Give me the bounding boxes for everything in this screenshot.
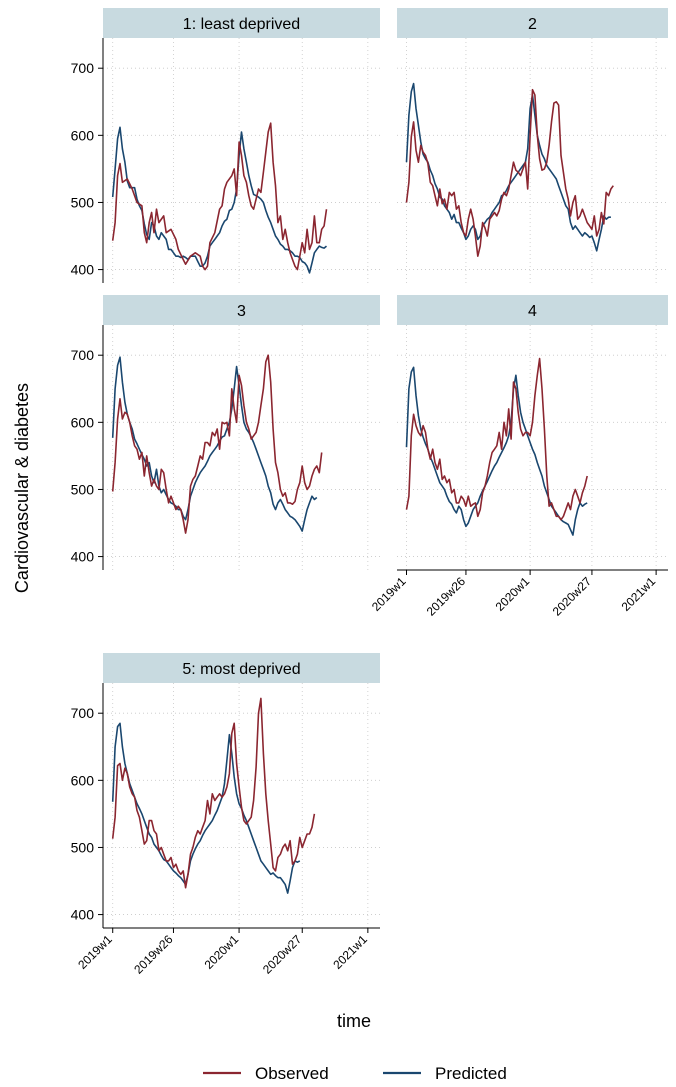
series-line-predicted	[405, 82, 611, 252]
y-tick-label: 600	[71, 127, 95, 143]
x-tick-label: 2021w1	[619, 574, 659, 614]
x-tick-label: 2019w1	[369, 574, 409, 614]
x-tick-label: 2020w27	[260, 932, 305, 977]
y-tick-label: 600	[71, 772, 95, 788]
panel-title: 5: most deprived	[182, 661, 300, 678]
legend-label: Predicted	[435, 1064, 507, 1083]
y-tick-label: 400	[71, 262, 95, 278]
panel-title: 3	[237, 303, 246, 320]
series-line-predicted	[111, 722, 301, 894]
y-tick-label: 700	[71, 60, 95, 76]
series-line-observed	[405, 88, 614, 257]
y-tick-label: 500	[71, 194, 95, 210]
y-tick-label: 500	[71, 839, 95, 855]
x-tick-label: 2021w1	[330, 932, 370, 972]
panel-strip	[103, 8, 380, 38]
panel-5: 5: most deprived 400 500 600 700 2019w1 2019w2…	[71, 653, 380, 977]
panel-title: 4	[528, 303, 537, 320]
panels: 1: least deprived 400 500 600 700 2 3 400 500 600…	[71, 8, 668, 977]
series-line-observed	[405, 357, 588, 521]
legend-label: Observed	[255, 1064, 329, 1083]
y-tick-label: 700	[71, 347, 95, 363]
x-tick-label: 2019w26	[131, 932, 176, 977]
y-tick-label: 400	[71, 549, 95, 565]
series-line-observed	[111, 354, 323, 534]
x-tick-label: 2020w1	[493, 574, 533, 614]
series-line-predicted	[405, 366, 588, 536]
panel-2: 2	[397, 8, 668, 283]
series-line-predicted	[111, 126, 328, 274]
y-axis-title: Cardiovascular & diabetes	[12, 383, 32, 593]
x-tick-label: 2020w27	[550, 574, 595, 619]
panel-title: 2	[528, 16, 537, 33]
panel-strip	[397, 295, 668, 325]
panel-strip	[397, 8, 668, 38]
y-tick-label: 700	[71, 705, 95, 721]
legend-item-predicted: Predicted	[383, 1064, 507, 1083]
y-tick-label: 500	[71, 481, 95, 497]
series-line-observed	[111, 122, 328, 271]
panel-3: 3 400 500 600 700	[71, 295, 380, 570]
x-tick-label: 2019w26	[424, 574, 469, 619]
panel-strip	[103, 653, 380, 683]
x-axis-title: time	[337, 1011, 371, 1031]
legend: Observed Predicted	[203, 1064, 507, 1083]
panel-title: 1: least deprived	[183, 16, 300, 33]
series-line-predicted	[111, 356, 318, 532]
series-line-observed	[111, 697, 316, 889]
y-tick-label: 400	[71, 907, 95, 923]
legend-item-observed: Observed	[203, 1064, 329, 1083]
panel-4: 4 2019w1 2019w26 2020w1 2020w27 2021w1	[369, 295, 668, 619]
panel-strip	[103, 295, 380, 325]
panel-1: 1: least deprived 400 500 600 700	[71, 8, 380, 283]
y-tick-label: 600	[71, 414, 95, 430]
x-tick-label: 2020w1	[202, 932, 242, 972]
x-tick-label: 2019w1	[75, 932, 115, 972]
